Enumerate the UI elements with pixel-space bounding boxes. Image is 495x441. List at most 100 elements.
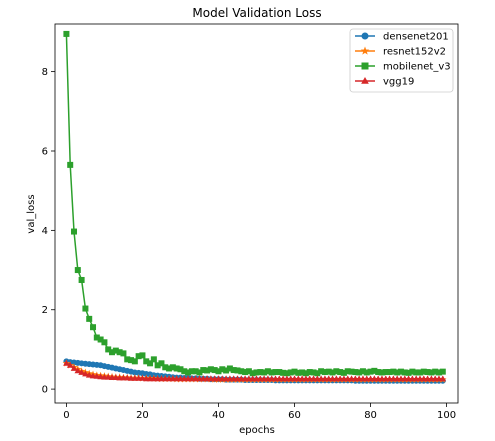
data-point — [66, 361, 74, 368]
data-point — [245, 368, 252, 375]
y-tick-label: 0 — [42, 385, 48, 396]
data-point — [409, 368, 416, 375]
legend-marker — [361, 32, 369, 40]
x-axis: 0 20 40 60 80 100 — [63, 403, 456, 421]
legend-marker — [361, 62, 369, 70]
legend-label: resnet152v2 — [383, 47, 446, 58]
series-mobilenet_v3 — [63, 30, 446, 377]
data-point — [211, 367, 218, 374]
data-point — [306, 369, 313, 376]
data-point — [363, 369, 370, 376]
data-point — [200, 367, 207, 374]
data-point — [116, 349, 123, 356]
data-point — [109, 349, 116, 356]
data-point — [375, 369, 382, 376]
x-tick-label: 40 — [212, 410, 225, 421]
legend-marker — [360, 46, 370, 55]
data-point — [340, 369, 347, 376]
data-point — [234, 367, 241, 374]
data-point — [166, 365, 173, 372]
data-point — [378, 369, 385, 376]
data-point — [356, 369, 363, 376]
data-point — [420, 368, 427, 375]
data-point — [333, 368, 340, 375]
x-axis-label: epochs — [239, 425, 275, 436]
data-point — [238, 368, 245, 375]
data-point — [302, 370, 309, 377]
legend-label: vgg19 — [383, 77, 414, 88]
data-point — [188, 368, 195, 375]
data-point — [169, 364, 176, 371]
data-point — [158, 360, 165, 367]
data-point — [147, 360, 154, 367]
data-point — [283, 370, 290, 377]
data-point — [78, 276, 85, 283]
data-point — [310, 369, 317, 376]
legend-item: vgg19 — [355, 77, 414, 88]
data-point — [97, 336, 104, 343]
data-point — [150, 356, 157, 363]
data-point — [439, 375, 447, 382]
data-point — [416, 369, 423, 376]
data-point — [181, 368, 188, 375]
x-tick-label: 0 — [63, 410, 69, 421]
data-point — [139, 352, 146, 359]
data-point — [264, 368, 271, 375]
data-point — [219, 366, 226, 373]
data-point — [63, 30, 70, 37]
data-point — [105, 346, 112, 353]
data-point — [321, 369, 328, 376]
data-point — [120, 350, 127, 357]
data-point — [314, 370, 321, 377]
data-point — [162, 364, 169, 371]
legend-label: densenet201 — [383, 32, 449, 43]
data-point — [325, 368, 332, 375]
y-tick-label: 6 — [42, 146, 48, 157]
plot-area — [62, 30, 447, 384]
plot-frame — [54, 23, 459, 404]
data-point — [382, 369, 389, 376]
data-point — [287, 369, 294, 376]
data-point — [348, 368, 355, 375]
data-point — [67, 161, 74, 168]
data-point — [173, 365, 180, 372]
data-point — [82, 305, 89, 312]
data-point — [74, 267, 81, 274]
legend-item: mobilenet_v3 — [355, 62, 451, 73]
data-point — [371, 367, 378, 374]
data-point — [90, 324, 97, 331]
data-point — [401, 369, 408, 376]
data-point — [390, 368, 397, 375]
data-point — [386, 369, 393, 376]
data-point — [101, 339, 108, 346]
data-point — [242, 369, 249, 376]
series-vgg19 — [63, 359, 447, 382]
data-point — [318, 368, 325, 375]
data-point — [344, 368, 351, 375]
data-point — [177, 366, 184, 373]
data-point — [280, 369, 287, 376]
x-tick-label: 80 — [364, 410, 377, 421]
data-point — [82, 370, 89, 377]
data-point — [207, 366, 214, 373]
data-point — [295, 369, 302, 376]
legend-label: mobilenet_v3 — [383, 62, 451, 73]
data-point — [74, 367, 82, 374]
data-point — [223, 367, 230, 374]
data-point — [439, 368, 446, 375]
data-point — [226, 365, 233, 372]
data-point — [143, 358, 150, 365]
data-point — [276, 369, 283, 376]
data-point — [405, 369, 412, 376]
data-point — [124, 356, 131, 363]
data-point — [78, 368, 85, 375]
data-point — [86, 315, 93, 322]
data-point — [93, 334, 100, 341]
y-axis-label: val_loss — [26, 194, 37, 233]
data-point — [359, 368, 366, 375]
data-point — [230, 367, 237, 374]
data-point — [257, 369, 264, 376]
data-point — [154, 362, 161, 369]
data-point — [268, 369, 275, 376]
